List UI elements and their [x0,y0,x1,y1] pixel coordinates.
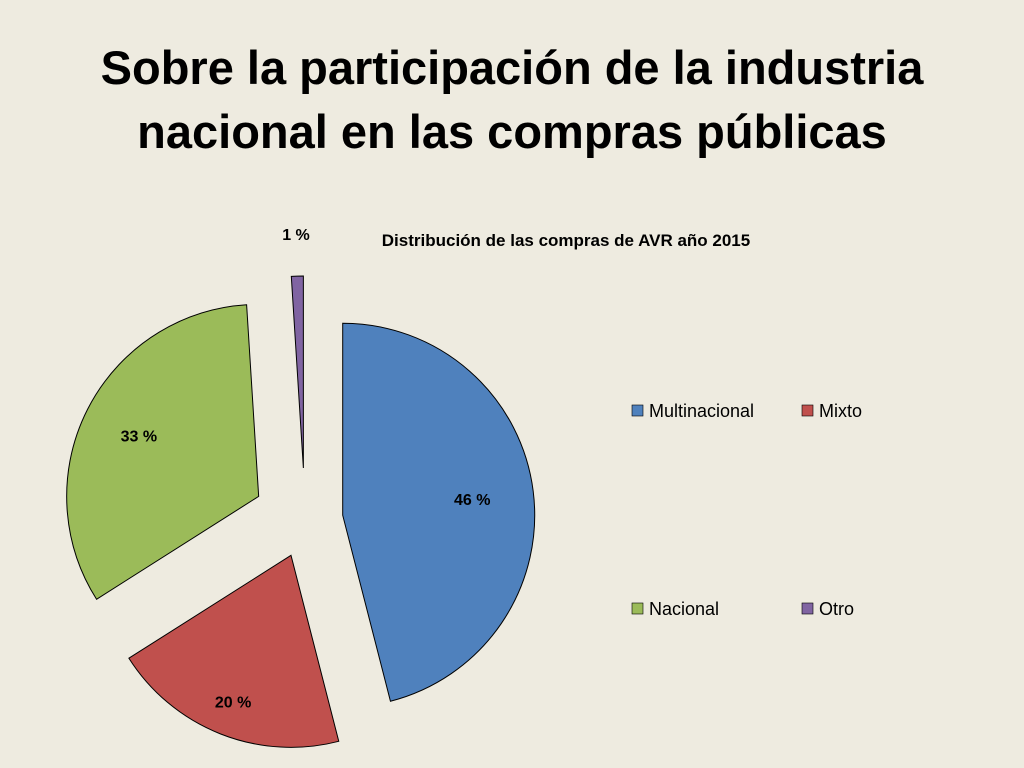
data-label-mixto: 20 % [215,695,251,712]
pie-slice-otro [290,275,304,469]
slide-title-line-1: Sobre la participación de la industria [100,41,924,94]
legend-swatch-mixto [801,404,814,417]
legend-label-otro: Otro [819,599,854,619]
legend-swatch-nacional [631,602,644,615]
pie-slice-mixto [128,554,340,748]
legend: Multinacional Mixto Nacional Otro [631,401,862,619]
legend-swatch-otro [801,602,814,615]
legend-swatch-multinacional [631,404,644,417]
pie-slice-multinacional [342,322,536,702]
legend-label-nacional: Nacional [649,599,719,619]
chart-title: Distribución de las compras de AVR año 2… [382,231,750,250]
data-label-multinacional: 46 % [454,492,490,509]
legend-label-multinacional: Multinacional [649,401,754,421]
data-label-nacional: 33 % [121,428,157,445]
legend-label-mixto: Mixto [819,401,862,421]
slice-labels: 46 % 20 % 33 % 1 % [121,227,491,712]
slide-title: Sobre la participación de la industria n… [40,36,984,164]
data-label-otro: 1 % [282,227,310,244]
slide-title-line-2: nacional en las compras públicas [137,105,887,158]
pie-slices [66,275,536,748]
pie-slice-nacional [66,304,260,600]
